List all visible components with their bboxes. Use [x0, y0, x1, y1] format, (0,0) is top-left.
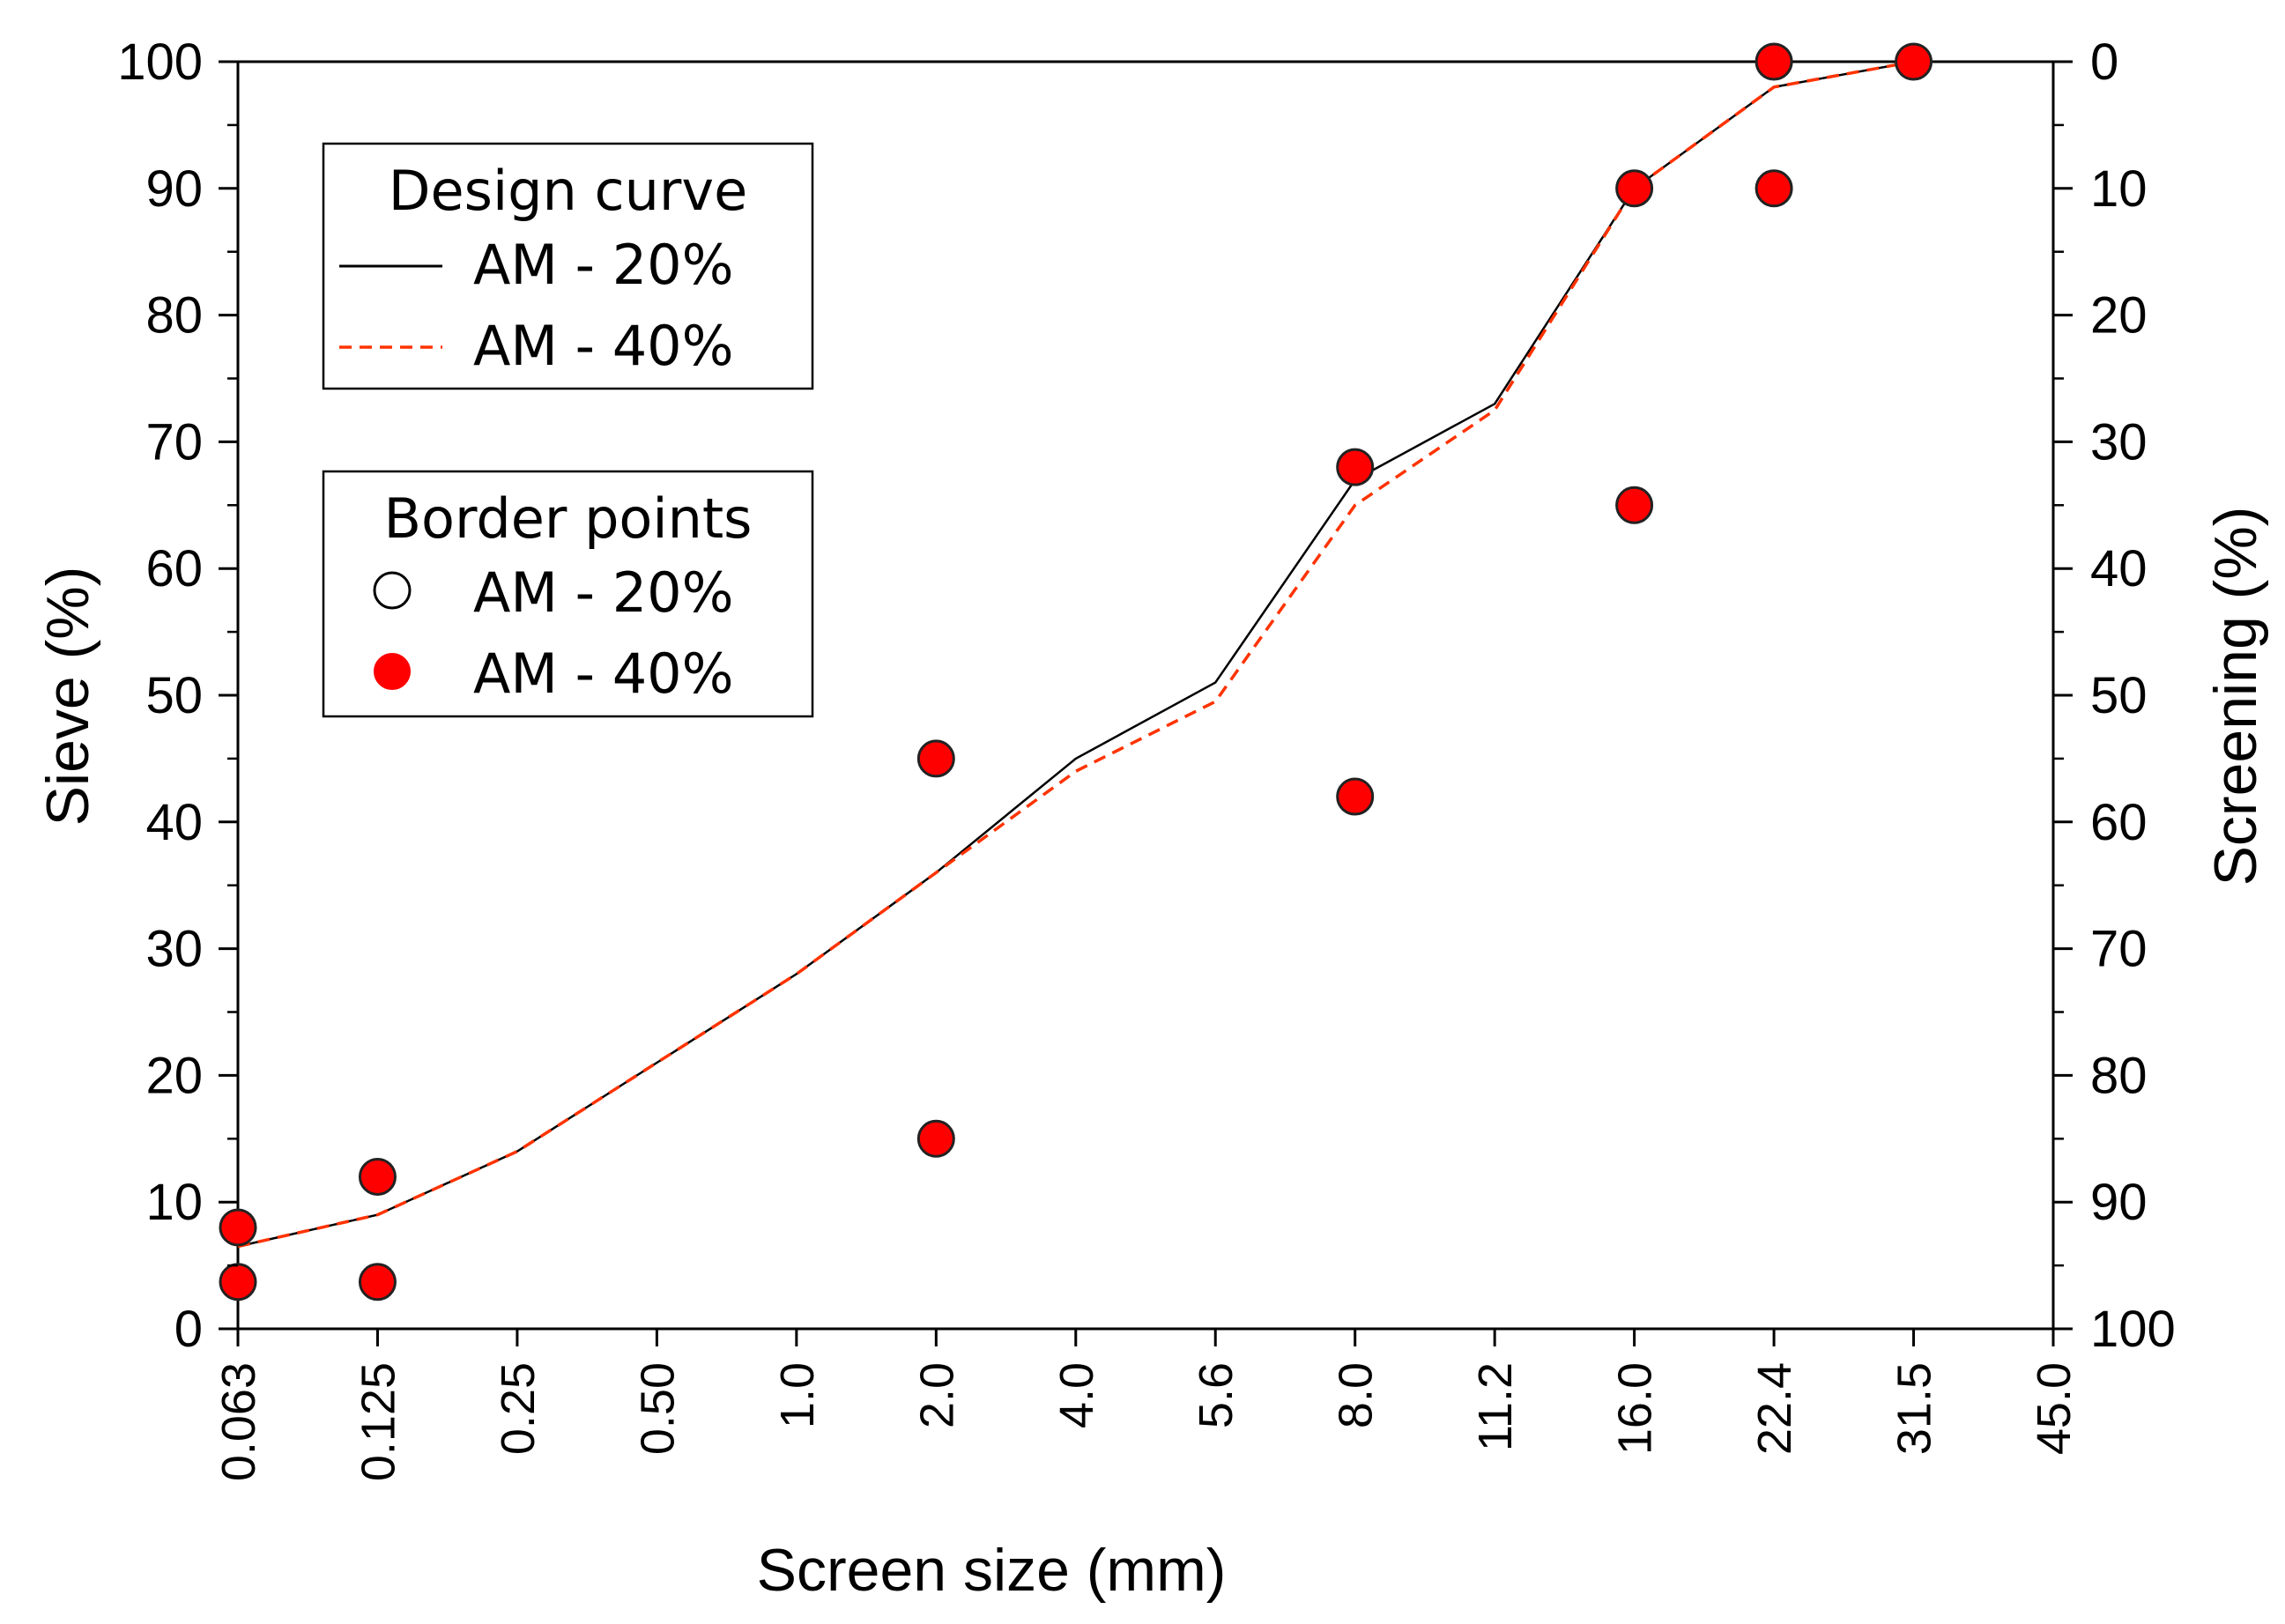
- y2-tick-label: 50: [2090, 667, 2148, 724]
- y2-tick-label: 10: [2090, 160, 2148, 218]
- legend-box: Border points AM - 20% AM - 40%: [322, 470, 814, 718]
- legend-entry-label: AM - 40%: [473, 314, 734, 378]
- x-tick-label: 16.0: [1609, 1362, 1662, 1455]
- x-tick-label: 22.4: [1748, 1362, 1801, 1455]
- y-tick-label: 70: [145, 413, 203, 471]
- border-point: [916, 739, 955, 778]
- y2-tick-label: 70: [2090, 921, 2148, 978]
- legend-entry-label: AM - 40%: [473, 641, 734, 706]
- border-points: [219, 42, 1933, 1301]
- x-tick-label: 31.5: [1888, 1362, 1941, 1455]
- y-tick-label: 100: [117, 33, 203, 91]
- y2-tick-label: 90: [2090, 1174, 2148, 1231]
- legend-open-circle-icon: [373, 571, 412, 610]
- y-tick-label: 90: [145, 160, 203, 218]
- y2-tick-label: 30: [2090, 413, 2148, 471]
- x-tick-label: 1.0: [771, 1362, 824, 1428]
- x-tick-label: 2.0: [910, 1362, 963, 1428]
- border-point: [219, 1263, 257, 1301]
- legend-title: Design curve: [389, 159, 747, 223]
- border-point: [358, 1263, 397, 1301]
- border-point: [916, 1119, 955, 1158]
- y-tick-label: 10: [145, 1174, 203, 1231]
- y2-tick-label: 40: [2090, 540, 2148, 597]
- y-tick-label: 80: [145, 287, 203, 345]
- x-tick-label: 4.0: [1050, 1362, 1103, 1428]
- x-tick-label: 8.0: [1330, 1362, 1383, 1428]
- legend-title: Border points: [384, 486, 753, 551]
- y2-tick-label: 0: [2090, 33, 2118, 91]
- y-tick-label: 20: [145, 1047, 203, 1104]
- y-tick-label: 50: [145, 667, 203, 724]
- x-tick-label: 0.25: [492, 1362, 545, 1455]
- border-point: [358, 1157, 397, 1196]
- x-tick-label: 5.6: [1190, 1362, 1243, 1428]
- border-point: [1755, 42, 1793, 81]
- y-tick-label: 40: [145, 794, 203, 851]
- y2-tick-label: 20: [2090, 287, 2148, 345]
- y2-axis-title: Screening (%): [2202, 507, 2269, 886]
- border-point: [1615, 169, 1654, 208]
- legend-filled-circle-icon: [374, 653, 411, 690]
- border-point: [1336, 448, 1375, 486]
- y2-tick-label: 60: [2090, 794, 2148, 851]
- border-point: [1336, 777, 1375, 816]
- y-tick-label: 0: [174, 1301, 203, 1358]
- y-tick-label: 60: [145, 540, 203, 597]
- legend-box: Design curve AM - 20% AM - 40%: [322, 142, 814, 390]
- y2-tick-label: 100: [2090, 1301, 2176, 1358]
- border-point: [1755, 169, 1793, 208]
- x-tick-label: 0.125: [352, 1362, 404, 1481]
- x-tick-label: 11.2: [1469, 1362, 1522, 1451]
- border-point: [219, 1208, 257, 1247]
- x-tick-label: 0.50: [631, 1362, 684, 1455]
- legend-entry-label: AM - 20%: [473, 560, 734, 625]
- x-axis-title: Screen size (mm): [757, 1537, 1227, 1604]
- y-tick-label: 30: [145, 921, 203, 978]
- x-tick-label: 0.063: [212, 1362, 265, 1481]
- x-tick-label: 45.0: [2028, 1362, 2081, 1455]
- border-point: [1895, 42, 1933, 81]
- legend-entry-label: AM - 20%: [473, 233, 734, 297]
- y-axis-title: Sieve (%): [34, 567, 101, 827]
- border-point: [1615, 486, 1654, 524]
- y2-tick-label: 80: [2090, 1047, 2148, 1104]
